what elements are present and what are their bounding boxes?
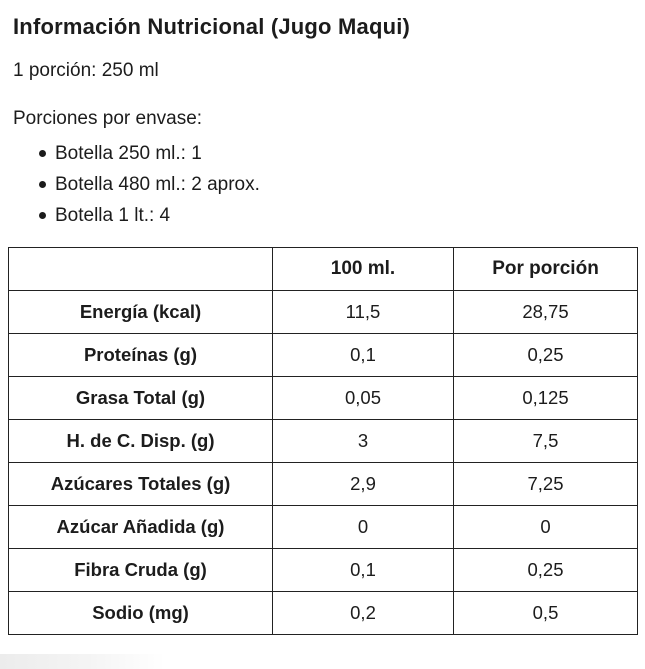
column-header-empty: [8, 247, 273, 291]
servings-list-item: Botella 1 lt.: 4: [13, 200, 637, 231]
bottom-left-shadow: [0, 654, 165, 669]
value-per-100ml: 0: [272, 505, 454, 549]
table-row: Azúcar Añadida (g) 0 0: [8, 505, 638, 549]
nutrient-label: Azúcares Totales (g): [8, 462, 273, 506]
nutrient-label: Energía (kcal): [8, 290, 273, 334]
servings-per-container-heading: Porciones por envase:: [13, 108, 203, 129]
value-per-portion: 7,5: [453, 419, 638, 463]
value-per-100ml: 2,9: [272, 462, 454, 506]
value-per-portion: 0,25: [453, 548, 638, 592]
table-row: H. de C. Disp. (g) 3 7,5: [8, 419, 638, 463]
table-body: Energía (kcal) 11,5 28,75 Proteínas (g) 0,1 0…: [8, 290, 638, 635]
column-header-por-porcion: Por porción: [453, 247, 638, 291]
page-title: Información Nutricional (Jugo Maqui): [13, 14, 411, 39]
nutrient-label: Azúcar Añadida (g): [8, 505, 273, 549]
nutrient-label: Fibra Cruda (g): [8, 548, 273, 592]
servings-list: Botella 250 ml.: 1 Botella 480 ml.: 2 apr…: [13, 138, 637, 231]
value-per-100ml: 0,1: [272, 333, 454, 377]
table-row: Grasa Total (g) 0,05 0,125: [8, 376, 638, 420]
servings-list-item: Botella 250 ml.: 1: [13, 138, 637, 169]
table-row: Energía (kcal) 11,5 28,75: [8, 290, 638, 334]
table-row: Azúcares Totales (g) 2,9 7,25: [8, 462, 638, 506]
table-row: Sodio (mg) 0,2 0,5: [8, 591, 638, 635]
nutrient-label: H. de C. Disp. (g): [8, 419, 273, 463]
value-per-portion: 0,125: [453, 376, 638, 420]
value-per-100ml: 3: [272, 419, 454, 463]
value-per-portion: 0,5: [453, 591, 638, 635]
value-per-100ml: 0,05: [272, 376, 454, 420]
table-header-row: 100 ml. Por porción: [8, 247, 638, 291]
value-per-100ml: 0,1: [272, 548, 454, 592]
value-per-100ml: 11,5: [272, 290, 454, 334]
servings-list-item: Botella 480 ml.: 2 aprox.: [13, 169, 637, 200]
value-per-portion: 0: [453, 505, 638, 549]
value-per-portion: 0,25: [453, 333, 638, 377]
table-row: Fibra Cruda (g) 0,1 0,25: [8, 548, 638, 592]
value-per-portion: 28,75: [453, 290, 638, 334]
nutrition-table: 100 ml. Por porción Energía (kcal) 11,5 28…: [8, 247, 638, 635]
nutrient-label: Sodio (mg): [8, 591, 273, 635]
value-per-100ml: 0,2: [272, 591, 454, 635]
nutrient-label: Proteínas (g): [8, 333, 273, 377]
serving-size-text: 1 porción: 250 ml: [13, 60, 159, 81]
nutrient-label: Grasa Total (g): [8, 376, 273, 420]
value-per-portion: 7,25: [453, 462, 638, 506]
column-header-100ml: 100 ml.: [272, 247, 454, 291]
table-row: Proteínas (g) 0,1 0,25: [8, 333, 638, 377]
